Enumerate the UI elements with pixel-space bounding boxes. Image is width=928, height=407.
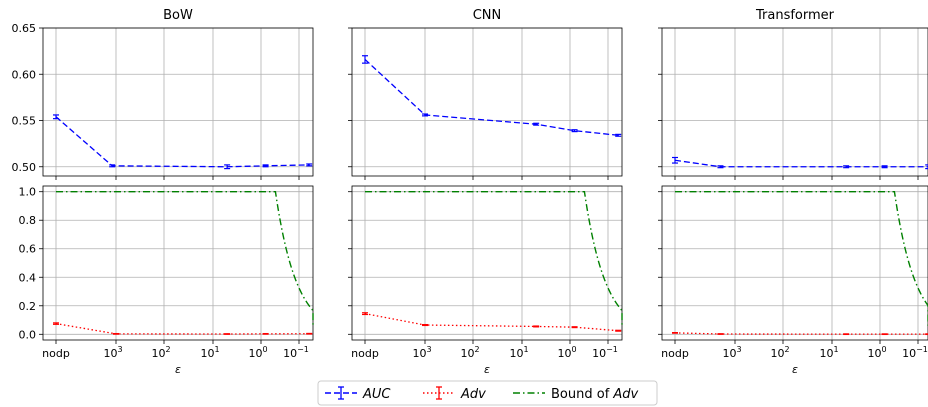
x-axis-label: ε <box>792 363 798 376</box>
x-tick-label: 10−1 <box>902 345 928 360</box>
y-tick-label: 0.8 <box>19 214 37 227</box>
y-tick-label: 0.60 <box>12 68 37 81</box>
error-bar-auc <box>362 55 368 64</box>
panel-top-0: 0.50 0.55 0.60 0.65 <box>12 22 314 180</box>
legend-entry-bound: Bound of Adv <box>513 387 639 402</box>
series-line-adv <box>55 322 310 335</box>
error-bar-auc <box>925 164 928 170</box>
x-tick-label: 100 <box>248 345 267 360</box>
x-axis-label: ε <box>484 363 490 376</box>
x-tick-label: 102 <box>151 345 170 360</box>
y-tick-label: 0.0 <box>19 328 37 341</box>
series-line-adv <box>674 332 928 335</box>
error-bar-adv <box>262 332 269 335</box>
x-tick-label: 102 <box>460 345 479 360</box>
panel-title: Transformer <box>755 8 835 23</box>
error-bar-auc <box>881 165 888 169</box>
series-line-auc <box>55 116 310 168</box>
error-bar-adv <box>881 333 888 336</box>
axes-frame <box>42 27 314 177</box>
axes-frame <box>42 185 314 341</box>
y-tick-label: 0.55 <box>12 115 37 128</box>
error-bar-adv <box>362 312 368 316</box>
error-bar-adv <box>843 333 850 336</box>
error-bar-auc <box>672 156 678 164</box>
error-bar-adv <box>533 325 540 328</box>
legend-label: Bound of Adv <box>551 387 639 402</box>
error-bar-adv <box>113 332 119 335</box>
x-tick-label: 101 <box>819 345 838 360</box>
panel-title: CNN <box>473 8 502 23</box>
error-bar-auc <box>571 129 578 133</box>
panel-title: BoW <box>163 8 193 23</box>
error-bar-auc <box>53 114 59 120</box>
y-tick-label: 1.0 <box>19 186 37 199</box>
panel-top-2 <box>658 27 928 180</box>
error-bar-adv <box>672 331 678 334</box>
series-line-auc <box>674 159 928 168</box>
x-tick-label: 103 <box>722 345 741 360</box>
y-tick-label: 0.6 <box>19 243 37 256</box>
series-line-bound <box>56 191 314 326</box>
y-tick-label: 0.50 <box>12 161 37 174</box>
error-bar-adv <box>53 322 59 325</box>
x-tick-label: 10−1 <box>592 345 618 360</box>
panel-bottom-2: nodp 103 102 101 100 10−1 ε <box>658 185 928 376</box>
x-tick-label: 100 <box>557 345 576 360</box>
y-tick-label: 0.2 <box>19 300 37 313</box>
error-bar-auc <box>306 163 313 167</box>
axes-frame <box>351 27 623 177</box>
x-tick-label: 10−1 <box>283 345 309 360</box>
legend-entry-adv: Adv <box>423 386 486 402</box>
error-bar-adv <box>224 333 231 335</box>
error-bar-adv <box>717 333 724 335</box>
x-tick-label: 103 <box>103 345 122 360</box>
legend-label: Adv <box>460 387 486 402</box>
axes-frame <box>661 185 928 341</box>
legend-label: AUC <box>362 387 391 402</box>
panel-bottom-1: nodp 103 102 101 100 10−1 ε <box>348 185 623 376</box>
x-axis-label: ε <box>175 363 181 376</box>
x-tick-label: nodp <box>661 347 689 360</box>
axes-frame <box>351 185 623 341</box>
error-bar-auc <box>422 113 428 117</box>
legend-box <box>317 380 658 406</box>
error-bar-adv <box>615 329 622 332</box>
series-line-bound <box>365 191 623 326</box>
series-line-bound <box>675 191 928 326</box>
y-tick-label: 0.65 <box>12 22 37 35</box>
y-tick-label: 0.4 <box>19 271 37 284</box>
error-bar-auc <box>262 164 269 168</box>
x-tick-label: 103 <box>412 345 431 360</box>
series-line-auc <box>364 58 619 136</box>
x-tick-label: 101 <box>200 345 219 360</box>
error-bar-auc <box>533 122 540 126</box>
error-bar-adv <box>571 326 578 329</box>
series-line-adv <box>364 312 619 332</box>
error-bar-auc <box>717 165 724 169</box>
x-tick-label: 102 <box>770 345 789 360</box>
x-tick-label: 101 <box>509 345 528 360</box>
error-bar-auc <box>615 133 622 137</box>
error-bar-adv <box>925 333 928 336</box>
panel-top-1 <box>348 27 623 180</box>
error-bar-adv <box>306 332 313 335</box>
error-bar-auc <box>109 164 116 168</box>
x-tick-label: 100 <box>867 345 886 360</box>
axes-frame <box>661 27 928 177</box>
error-bar-adv <box>422 324 428 327</box>
panel-bottom-0: 0.0 0.2 0.4 0.6 0.8 1.0 nodp 103 102 101 100 10−1 ε <box>19 185 314 376</box>
legend: AUC Adv Bound of Adv <box>317 380 658 406</box>
x-tick-label: nodp <box>351 347 379 360</box>
legend-entry-auc: AUC <box>325 386 391 402</box>
error-bar-auc <box>843 165 850 169</box>
x-tick-label: nodp <box>42 347 70 360</box>
error-bar-auc <box>224 164 231 170</box>
